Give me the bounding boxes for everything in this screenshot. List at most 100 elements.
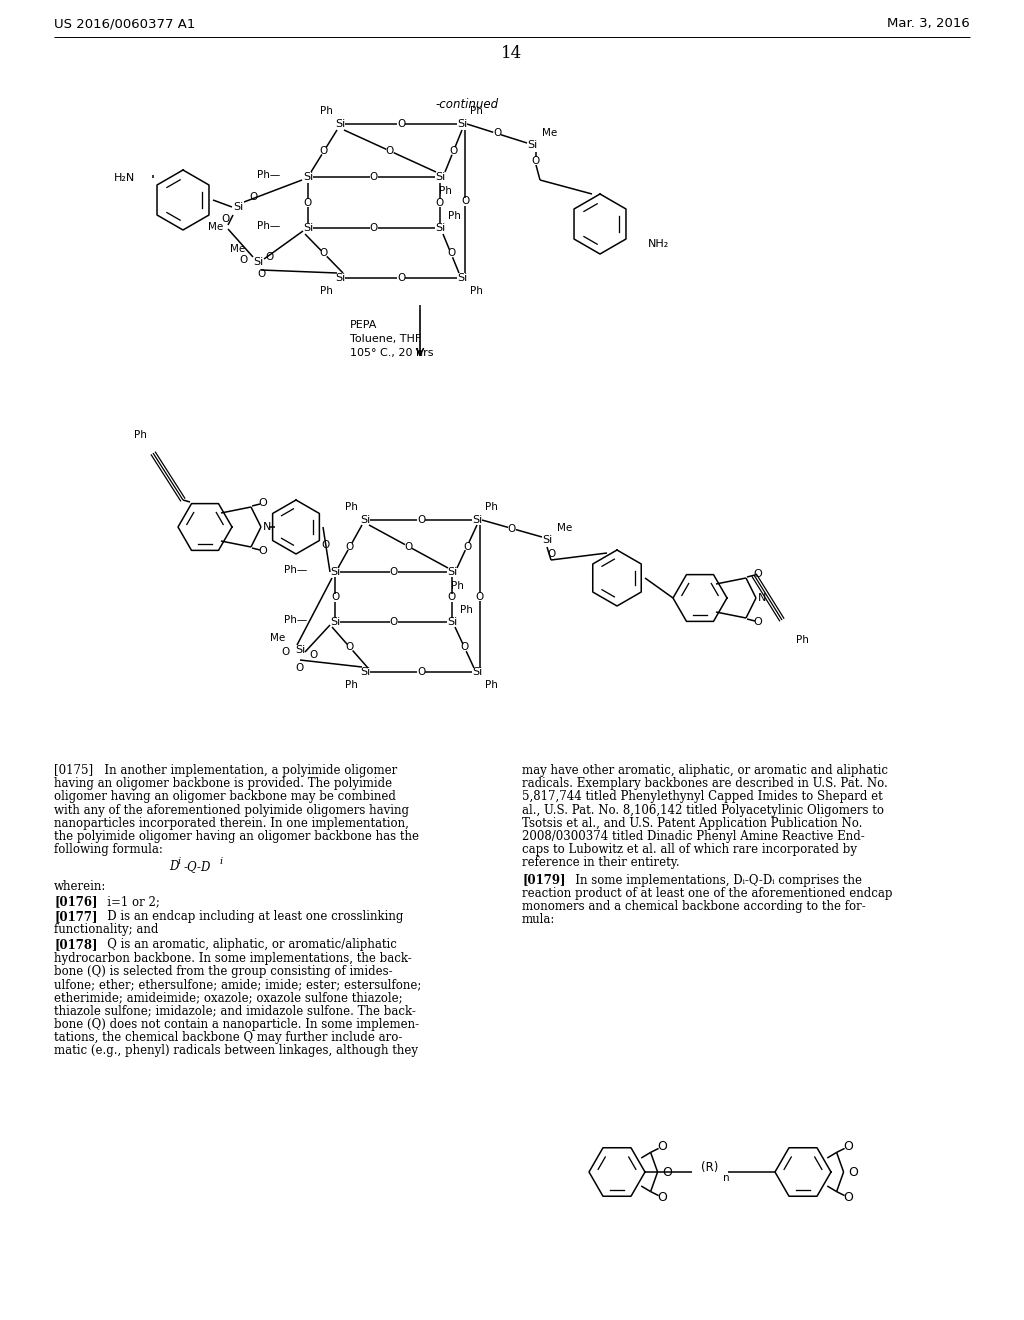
Text: Si: Si	[527, 140, 538, 150]
Text: O: O	[331, 593, 339, 602]
Text: Ph: Ph	[451, 581, 464, 591]
Text: Si: Si	[435, 172, 445, 182]
Text: [0178]: [0178]	[54, 939, 97, 952]
Text: Ph: Ph	[319, 106, 333, 116]
Text: D is an endcap including at least one crosslinking: D is an endcap including at least one cr…	[96, 909, 403, 923]
Text: Ph: Ph	[460, 605, 472, 615]
Text: O: O	[417, 667, 425, 677]
Text: O: O	[370, 172, 378, 182]
Text: reference in their entirety.: reference in their entirety.	[522, 857, 680, 870]
Text: oligomer having an oligomer backbone may be combined: oligomer having an oligomer backbone may…	[54, 791, 396, 804]
Text: Ph: Ph	[470, 286, 482, 296]
Text: O: O	[370, 223, 378, 234]
Text: O: O	[397, 119, 406, 129]
Text: N: N	[263, 521, 271, 532]
Text: O: O	[417, 515, 425, 525]
Text: O: O	[239, 255, 247, 265]
Text: Mar. 3, 2016: Mar. 3, 2016	[887, 17, 970, 30]
Text: bone (Q) does not contain a nanoparticle. In some implemen-: bone (Q) does not contain a nanoparticle…	[54, 1018, 419, 1031]
Text: radicals. Exemplary backbones are described in U.S. Pat. No.: radicals. Exemplary backbones are descri…	[522, 777, 888, 791]
Text: -Q-D: -Q-D	[184, 861, 211, 874]
Text: O: O	[754, 569, 763, 579]
Text: Ph—: Ph—	[284, 615, 307, 624]
Text: Tsotsis et al., and U.S. Patent Application Publication No.: Tsotsis et al., and U.S. Patent Applicat…	[522, 817, 862, 830]
Text: Ph—: Ph—	[257, 220, 280, 231]
Text: Si: Si	[303, 223, 313, 234]
Text: Si: Si	[330, 568, 340, 577]
Text: O: O	[849, 1166, 858, 1179]
Text: O: O	[754, 616, 763, 627]
Text: O: O	[310, 649, 318, 660]
Text: O: O	[844, 1140, 854, 1152]
Text: O: O	[296, 663, 304, 673]
Text: 2008/0300374 titled Dinadic Phenyl Amine Reactive End-: 2008/0300374 titled Dinadic Phenyl Amine…	[522, 830, 864, 843]
Text: O: O	[450, 147, 458, 156]
Text: i=1 or 2;: i=1 or 2;	[96, 895, 160, 908]
Text: O: O	[257, 269, 265, 279]
Text: O: O	[389, 616, 397, 627]
Text: i: i	[178, 858, 181, 866]
Text: O: O	[397, 273, 406, 282]
Text: O: O	[547, 549, 555, 558]
Text: Ph: Ph	[484, 680, 498, 690]
Text: functionality; and: functionality; and	[54, 923, 159, 936]
Text: tations, the chemical backbone Q may further include aro-: tations, the chemical backbone Q may fur…	[54, 1031, 402, 1044]
Text: N: N	[758, 593, 766, 603]
Text: O: O	[386, 147, 394, 156]
Text: O: O	[304, 198, 312, 209]
Text: O: O	[282, 647, 290, 657]
Text: Me: Me	[557, 523, 572, 533]
Text: thiazole sulfone; imidazole; and imidazole sulfone. The back-: thiazole sulfone; imidazole; and imidazo…	[54, 1005, 416, 1018]
Text: Si: Si	[446, 616, 457, 627]
Text: Me: Me	[543, 128, 558, 139]
Text: O: O	[266, 252, 274, 261]
Text: In some implementations, Dᵢ-Q-Dᵢ comprises the: In some implementations, Dᵢ-Q-Dᵢ compris…	[564, 874, 862, 887]
Text: Si: Si	[359, 515, 370, 525]
Text: Ph—: Ph—	[257, 170, 280, 180]
Text: Toluene, THF: Toluene, THF	[350, 334, 421, 345]
Text: Si: Si	[295, 645, 305, 655]
Text: O: O	[657, 1191, 668, 1204]
Text: O: O	[446, 248, 455, 259]
Text: with any of the aforementioned polyimide oligomers having: with any of the aforementioned polyimide…	[54, 804, 409, 817]
Text: PEPA: PEPA	[350, 319, 378, 330]
Text: etherimide; amideimide; oxazole; oxazole sulfone thiazole;: etherimide; amideimide; oxazole; oxazole…	[54, 991, 402, 1005]
Text: O: O	[346, 643, 354, 652]
Text: Ph: Ph	[470, 106, 482, 116]
Text: O: O	[463, 541, 471, 552]
Text: al., U.S. Pat. No. 8,106,142 titled Polyacetylinic Oligomers to: al., U.S. Pat. No. 8,106,142 titled Poly…	[522, 804, 884, 817]
Text: Si: Si	[232, 202, 243, 213]
Text: O: O	[508, 524, 516, 533]
Text: mula:: mula:	[522, 913, 555, 927]
Text: (R): (R)	[701, 1160, 719, 1173]
Text: may have other aromatic, aliphatic, or aromatic and aliphatic: may have other aromatic, aliphatic, or a…	[522, 764, 888, 777]
Text: Me: Me	[230, 244, 246, 253]
Text: matic (e.g., phenyl) radicals between linkages, although they: matic (e.g., phenyl) radicals between li…	[54, 1044, 418, 1057]
Text: Si: Si	[435, 223, 445, 234]
Text: Si: Si	[335, 119, 345, 129]
Text: O: O	[476, 591, 484, 602]
Text: Ph: Ph	[796, 635, 808, 645]
Text: Ph: Ph	[484, 502, 498, 512]
Text: O: O	[319, 248, 328, 259]
Text: -continued: -continued	[435, 99, 498, 111]
Text: Me: Me	[208, 222, 223, 232]
Text: [0176]: [0176]	[54, 895, 97, 908]
Text: Si: Si	[253, 257, 263, 267]
Text: O: O	[389, 568, 397, 577]
Text: O: O	[259, 498, 267, 508]
Text: Si: Si	[330, 616, 340, 627]
Text: Ph: Ph	[133, 430, 146, 440]
Text: O: O	[222, 214, 230, 224]
Text: Si: Si	[472, 667, 482, 677]
Text: Ph—: Ph—	[284, 565, 307, 576]
Text: wherein:: wherein:	[54, 879, 106, 892]
Text: following formula:: following formula:	[54, 843, 163, 857]
Text: O: O	[322, 540, 330, 550]
Text: Ph: Ph	[319, 286, 333, 296]
Text: [0175]   In another implementation, a polyimide oligomer: [0175] In another implementation, a poly…	[54, 764, 397, 777]
Text: O: O	[663, 1166, 673, 1179]
Text: hydrocarbon backbone. In some implementations, the back-: hydrocarbon backbone. In some implementa…	[54, 952, 412, 965]
Text: O: O	[461, 197, 469, 206]
Text: bone (Q) is selected from the group consisting of imides-: bone (Q) is selected from the group cons…	[54, 965, 392, 978]
